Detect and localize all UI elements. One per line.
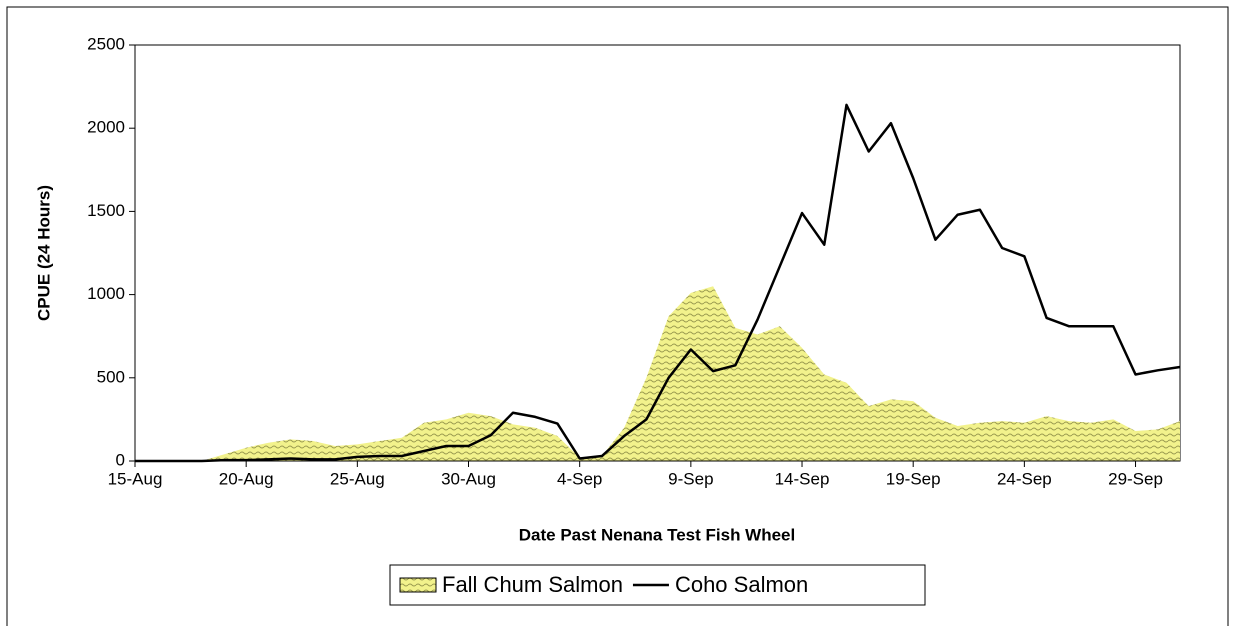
y-tick-label: 1000 bbox=[87, 284, 125, 303]
x-tick-label: 29-Sep bbox=[1108, 469, 1163, 488]
x-tick-label: 4-Sep bbox=[557, 469, 602, 488]
x-tick-label: 24-Sep bbox=[997, 469, 1052, 488]
y-tick-label: 2500 bbox=[87, 34, 125, 53]
x-tick-label: 30-Aug bbox=[441, 469, 496, 488]
y-tick-label: 500 bbox=[97, 367, 125, 386]
legend-label: Coho Salmon bbox=[675, 572, 808, 597]
frame bbox=[6, 6, 1229, 626]
y-tick-label: 0 bbox=[116, 450, 125, 469]
x-tick-label: 20-Aug bbox=[219, 469, 274, 488]
y-tick-label: 2000 bbox=[87, 118, 125, 137]
legend-swatch bbox=[399, 577, 437, 593]
x-tick-label: 15-Aug bbox=[108, 469, 163, 488]
x-tick-label: 14-Sep bbox=[775, 469, 830, 488]
line bbox=[135, 103, 1181, 463]
x-tick-label: 9-Sep bbox=[668, 469, 713, 488]
x-axis-title: Date Past Nenana Test Fish Wheel bbox=[519, 525, 795, 544]
area bbox=[135, 286, 1180, 461]
x-tick-label: 25-Aug bbox=[330, 469, 385, 488]
y-tick-label: 1500 bbox=[87, 201, 125, 220]
legend-label: Fall Chum Salmon bbox=[442, 572, 623, 597]
x-tick-label: 19-Sep bbox=[886, 469, 941, 488]
y-axis-title: CPUE (24 Hours) bbox=[34, 185, 53, 321]
